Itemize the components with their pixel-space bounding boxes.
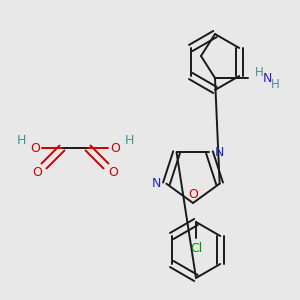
Text: N: N <box>152 177 161 190</box>
Text: O: O <box>108 167 118 179</box>
Text: O: O <box>32 167 42 179</box>
Text: H: H <box>16 134 26 148</box>
Text: O: O <box>110 142 120 154</box>
Text: H: H <box>255 65 264 79</box>
Text: O: O <box>30 142 40 154</box>
Text: N: N <box>215 146 224 159</box>
Text: H: H <box>271 79 280 92</box>
Text: H: H <box>124 134 134 148</box>
Text: N: N <box>263 73 272 85</box>
Text: O: O <box>188 188 198 200</box>
Text: Cl: Cl <box>190 242 202 254</box>
